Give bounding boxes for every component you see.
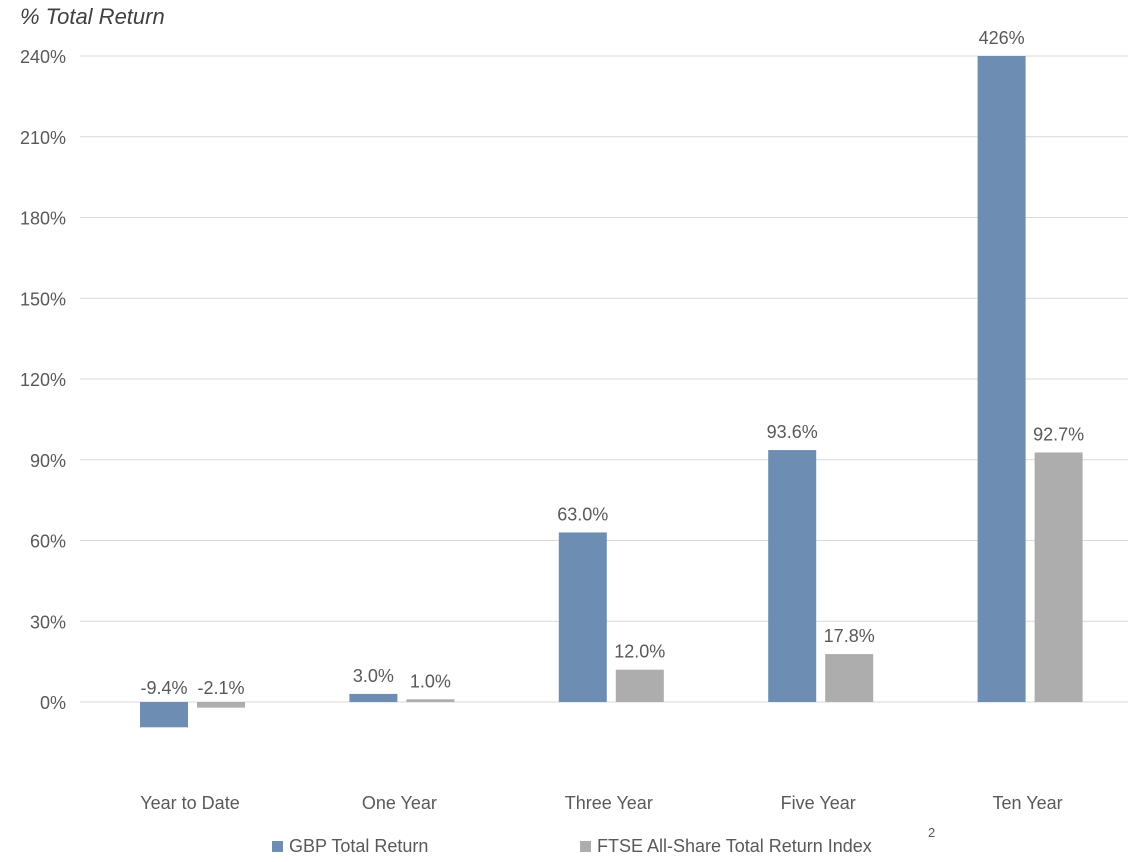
legend-swatch-gbp — [272, 841, 283, 852]
bar — [349, 693, 398, 702]
chart-title: % Total Return — [20, 4, 165, 29]
bar — [406, 699, 455, 702]
data-label: 17.8% — [824, 626, 875, 646]
legend-label-gbp: GBP Total Return — [289, 836, 429, 856]
data-label: -2.1% — [197, 678, 244, 698]
x-category-label: Ten Year — [993, 793, 1063, 813]
data-label: 3.0% — [353, 666, 394, 686]
y-tick-label: 210% — [20, 128, 66, 148]
x-category-label: One Year — [362, 793, 437, 813]
legend-label-ftse: FTSE All-Share Total Return Index — [597, 836, 872, 856]
legend-item-ftse: FTSE All-Share Total Return Index — [580, 836, 872, 857]
bar — [768, 450, 817, 702]
data-label: 63.0% — [557, 504, 608, 524]
y-tick-label: 60% — [30, 532, 66, 552]
bar — [558, 532, 607, 702]
y-tick-label: 150% — [20, 289, 66, 309]
x-category-label: Five Year — [781, 793, 856, 813]
bar — [825, 654, 874, 702]
bar — [1034, 452, 1083, 702]
legend: GBP Total Return FTSE All-Share Total Re… — [0, 836, 1133, 860]
bar — [140, 702, 188, 728]
x-category-label: Three Year — [565, 793, 653, 813]
data-label: 1.0% — [410, 671, 451, 691]
y-tick-label: 0% — [40, 693, 66, 713]
bar — [977, 56, 1026, 702]
data-label: 12.0% — [614, 642, 665, 662]
y-tick-label: 180% — [20, 209, 66, 229]
data-label: 426% — [979, 28, 1025, 48]
data-label: 93.6% — [767, 422, 818, 442]
x-category-label: Year to Date — [140, 793, 239, 813]
y-tick-label: 90% — [30, 451, 66, 471]
y-tick-label: 30% — [30, 612, 66, 632]
y-tick-label: 120% — [20, 370, 66, 390]
bar — [197, 702, 245, 708]
legend-item-gbp: GBP Total Return — [272, 836, 428, 857]
footnote-marker: 2 — [928, 825, 936, 840]
y-tick-label: 240% — [20, 47, 66, 67]
legend-swatch-ftse — [580, 841, 591, 852]
data-label: 92.7% — [1033, 424, 1084, 444]
bar — [615, 669, 664, 702]
data-label: -9.4% — [140, 678, 187, 698]
